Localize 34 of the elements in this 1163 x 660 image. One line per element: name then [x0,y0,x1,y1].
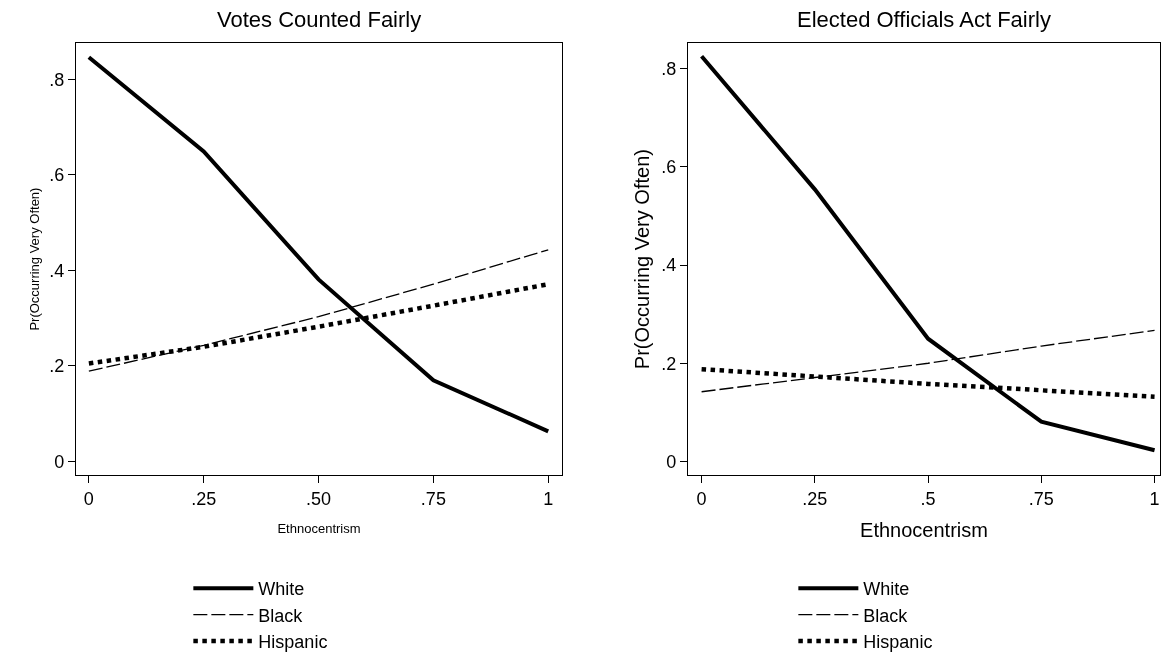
y-tick-label: .2 [49,356,65,377]
x-tick-label: .25 [802,488,828,509]
legend-label: White [258,579,305,600]
y-tick-label: .4 [49,260,65,281]
y-tick-label: 0 [54,451,65,472]
y-axis-title: Pr(Occurring Very Often) [27,187,43,331]
y-tick-label: 0 [666,451,677,472]
chart-title: Votes Counted Fairly [217,7,422,32]
chart-title: Elected Officials Act Fairly [797,7,1051,32]
y-tick-label: .6 [49,165,65,186]
x-tick-label: .75 [1028,488,1054,509]
y-tick-label: .8 [49,69,65,90]
x-tick-label: 1 [1149,488,1160,509]
legend-label: Black [863,605,909,626]
x-axis-title: Ethnocentrism [860,519,988,542]
line-series [699,54,1157,453]
legend-label: Black [258,605,304,626]
x-tick-label: 1 [543,488,554,509]
x-tick-label: 0 [696,488,707,509]
line-series [86,55,551,434]
x-tick-label: .75 [420,488,446,509]
y-tick-label: .6 [661,157,677,178]
x-tick-label: 0 [83,488,94,509]
y-tick-label: .2 [661,353,677,374]
x-tick-label: .50 [306,488,332,509]
y-tick-label: .8 [661,58,677,79]
x-tick-label: .25 [191,488,217,509]
x-axis-title: Ethnocentrism [277,520,361,536]
legend-label: Hispanic [258,632,328,653]
y-axis-title: Pr(Occurring Very Often) [630,149,653,370]
legend-label: Hispanic [863,632,933,653]
x-tick-label: .5 [920,488,936,509]
y-tick-label: .4 [661,255,677,276]
legend-label: White [863,579,910,600]
